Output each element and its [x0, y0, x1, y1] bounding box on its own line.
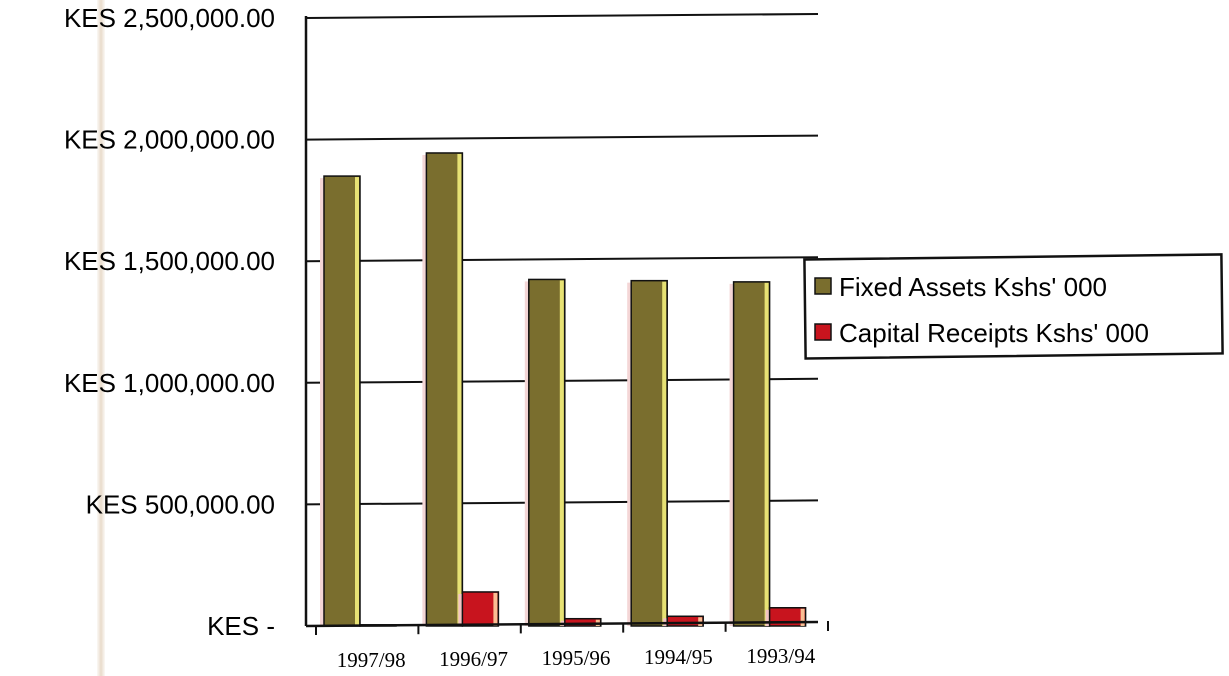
bar [458, 591, 500, 627]
bar [422, 152, 464, 627]
x-tick-label: 1997/98 [337, 648, 406, 672]
bar [729, 281, 771, 627]
x-tick-label: 1995/96 [542, 646, 611, 670]
y-tick-label: KES 1,500,000.00 [64, 246, 275, 276]
gridline [305, 256, 819, 263]
x-tick-label: 1996/97 [439, 647, 508, 671]
legend: Fixed Assets Kshs' 000 Capital Receipts K… [803, 253, 1224, 360]
x-axis-ticks: 1997/98 1996/97 1995/96 1994/95 1993/94 [337, 644, 816, 672]
y-tick-label: KES 1,000,000.00 [64, 368, 275, 398]
x-tick-label: 1993/94 [746, 644, 815, 668]
axes [304, 16, 829, 635]
y-tick-label: KES 500,000.00 [86, 489, 275, 519]
legend-label: Fixed Assets Kshs' 000 [839, 272, 1107, 302]
y-axis-ticks: KES - KES 500,000.00 KES 1,000,000.00 KES 1… [64, 3, 275, 641]
legend-swatch [814, 323, 832, 341]
bar [320, 175, 361, 627]
y-tick-label: KES 2,000,000.00 [64, 125, 275, 155]
bar [627, 279, 668, 627]
y-tick-label: KES - [207, 611, 275, 641]
bars [320, 152, 807, 627]
legend-label: Capital Receipts Kshs' 000 [839, 318, 1149, 348]
bar [524, 278, 566, 627]
legend-swatch [814, 277, 832, 295]
scan-edge-stripe [97, 0, 105, 676]
gridline [305, 134, 819, 141]
x-axis-line [305, 620, 819, 628]
gridline [305, 13, 819, 19]
bar [663, 615, 704, 627]
x-tick-label: 1994/95 [644, 645, 713, 669]
legend-box [803, 253, 1224, 360]
y-tick-label: KES 2,500,000.00 [64, 3, 275, 33]
